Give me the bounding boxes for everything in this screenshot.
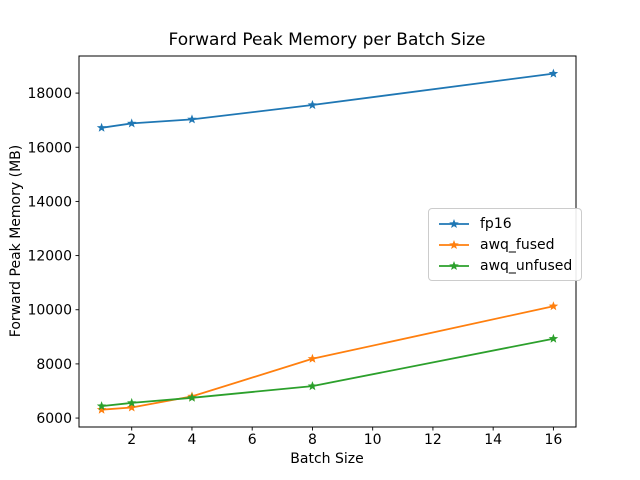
legend-swatch-icon bbox=[439, 218, 469, 228]
chart-title: Forward Peak Memory per Batch Size bbox=[168, 30, 486, 50]
marker-fp16 bbox=[548, 68, 559, 78]
marker-awq_unfused bbox=[127, 397, 137, 407]
y-tick-label: 8000 bbox=[36, 357, 72, 373]
x-tick-label: 10 bbox=[364, 432, 382, 448]
legend: fp16 awq_fused awq_unfused bbox=[428, 208, 583, 281]
x-tick-label: 8 bbox=[308, 432, 317, 448]
series-line-awq_fused bbox=[101, 305, 554, 411]
marker-awq_fused bbox=[307, 353, 318, 363]
marker-awq_unfused bbox=[307, 381, 318, 391]
series-line-awq_unfused bbox=[101, 337, 554, 407]
legend-swatch-icon bbox=[439, 260, 469, 270]
marker-awq_fused bbox=[127, 402, 137, 412]
legend-label: fp16 bbox=[480, 215, 512, 232]
marker-awq_unfused bbox=[96, 401, 107, 411]
x-tick-label: 12 bbox=[424, 432, 442, 448]
x-tick-label: 4 bbox=[187, 432, 196, 448]
legend-entry-awq_fused: awq_fused bbox=[438, 234, 572, 255]
marker-fp16 bbox=[187, 114, 197, 124]
y-tick-label: 10000 bbox=[27, 303, 72, 319]
legend-label: awq_fused bbox=[480, 236, 555, 253]
marker-fp16 bbox=[307, 100, 318, 110]
y-axis-label: Forward Peak Memory (MB) bbox=[8, 144, 24, 338]
y-tick-label: 12000 bbox=[27, 249, 72, 265]
marker-awq_unfused bbox=[187, 392, 197, 402]
marker-awq_fused bbox=[96, 404, 107, 414]
y-tick-label: 6000 bbox=[36, 411, 72, 427]
marker-awq_unfused bbox=[548, 333, 559, 343]
x-axis-label: Batch Size bbox=[290, 451, 364, 467]
legend-label: awq_unfused bbox=[480, 257, 573, 274]
series-line-fp16 bbox=[101, 72, 554, 129]
y-tick-label: 14000 bbox=[27, 194, 72, 210]
x-tick-label: 16 bbox=[544, 432, 562, 448]
marker-fp16 bbox=[127, 118, 137, 128]
legend-entry-awq_unfused: awq_unfused bbox=[438, 255, 572, 276]
legend-entry-fp16: fp16 bbox=[438, 213, 572, 234]
y-tick-label: 16000 bbox=[27, 140, 72, 156]
x-tick-label: 14 bbox=[484, 432, 502, 448]
x-tick-label: 6 bbox=[248, 432, 257, 448]
x-tick-label: 2 bbox=[127, 432, 136, 448]
marker-fp16 bbox=[96, 122, 107, 132]
y-tick-label: 18000 bbox=[27, 86, 72, 102]
marker-awq_fused bbox=[548, 301, 559, 311]
legend-swatch-icon bbox=[439, 239, 469, 249]
